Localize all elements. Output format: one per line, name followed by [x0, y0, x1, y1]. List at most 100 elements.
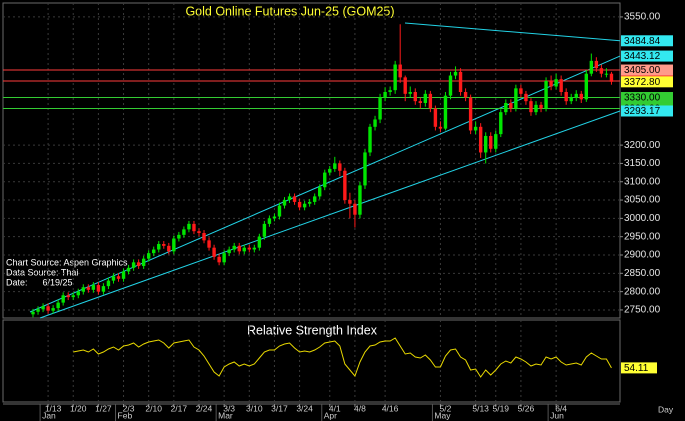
candle-body: [56, 302, 60, 309]
candle-body: [202, 233, 206, 241]
candle-body: [524, 93, 528, 102]
x-tick-label: 5/19: [492, 403, 509, 413]
trend-line: [404, 22, 621, 42]
candle-body: [111, 276, 116, 281]
candle-body: [358, 185, 362, 215]
candle-body: [182, 229, 186, 235]
candle-body: [31, 311, 35, 315]
candle-body: [71, 295, 75, 298]
candle-body: [403, 77, 407, 94]
price-tag-label: 3293.17: [624, 106, 661, 117]
candle-body: [267, 218, 272, 224]
candle-body: [51, 308, 55, 311]
price-panel: [2, 2, 621, 319]
candle-body: [86, 287, 91, 290]
x-tick-label: 2/3: [123, 403, 135, 413]
candle-body: [534, 104, 538, 113]
rsi-panel: [2, 319, 621, 403]
trend-line: [39, 110, 621, 319]
price-tag-label: 3330.00: [624, 93, 661, 104]
y-tick-label: 2850.00: [624, 268, 661, 279]
candle-body: [197, 231, 201, 234]
candle-body: [393, 64, 397, 91]
candle-body: [91, 285, 96, 290]
month-label: Mar: [218, 410, 233, 420]
candle-body: [66, 295, 70, 298]
candle-body: [101, 286, 106, 292]
candle-body: [172, 238, 176, 252]
candle-body: [539, 104, 543, 109]
candle-body: [36, 309, 40, 312]
price-tag: [621, 35, 673, 47]
candle-body: [323, 172, 327, 188]
candle-body: [604, 73, 609, 75]
candle-body: [262, 223, 267, 237]
candle-body: [609, 73, 614, 82]
candle-body: [433, 108, 438, 127]
candle-body: [152, 249, 156, 254]
candle-body: [222, 253, 226, 263]
candle-body: [368, 126, 372, 153]
candle-body: [277, 205, 282, 217]
candle-body: [81, 287, 85, 292]
candle-body: [237, 245, 241, 252]
candle-body: [162, 244, 166, 246]
candle-body: [514, 88, 518, 109]
candle-body: [398, 64, 402, 78]
candle-body: [318, 187, 322, 197]
y-tick-label: 3550.00: [624, 12, 661, 23]
candle-body: [574, 93, 578, 98]
candle-body: [544, 81, 548, 109]
candle-body: [388, 90, 392, 93]
candle-body: [383, 92, 387, 98]
x-tick-label: 4/1: [329, 403, 341, 413]
x-tick-label: 2/24: [196, 403, 213, 413]
candle-body: [312, 196, 317, 202]
price-tag: [621, 64, 673, 76]
candle-body: [41, 306, 45, 310]
x-tick-label: 4/8: [354, 403, 366, 413]
candle-body: [363, 152, 367, 186]
candle-body: [478, 126, 483, 153]
candle-body: [96, 285, 101, 292]
candle-body: [297, 201, 302, 208]
price-tag-label: 3405.00: [624, 65, 661, 76]
candle-body: [423, 93, 428, 103]
x-tick-label: 6/4: [555, 403, 567, 413]
price-tag: [621, 76, 673, 88]
x-tick-label: 1/13: [45, 403, 62, 413]
candle-body: [413, 92, 417, 102]
rsi-title: Relative Strength Index: [247, 323, 378, 337]
x-tick-label: 2/10: [145, 403, 162, 413]
candle-body: [599, 68, 604, 74]
month-label: Jan: [42, 410, 56, 420]
y-tick-label: 3150.00: [624, 158, 661, 169]
candle-body: [463, 92, 468, 98]
x-tick-label: 3/17: [271, 403, 288, 413]
price-tag: [621, 50, 673, 62]
candle-body: [333, 163, 337, 169]
candle-body: [428, 93, 433, 109]
candle-body: [504, 102, 508, 113]
candle-body: [448, 75, 453, 96]
candle-body: [569, 97, 573, 102]
candle-body: [353, 203, 357, 215]
candle-body: [307, 201, 312, 204]
candle-body: [217, 256, 221, 263]
y-tick-label: 2750.00: [624, 305, 661, 316]
candle-body: [489, 135, 493, 149]
candle-body: [458, 71, 463, 93]
candle-body: [146, 253, 151, 259]
x-tick-label: 5/13: [472, 403, 489, 413]
candle-body: [564, 92, 568, 102]
candle-body: [584, 73, 588, 100]
y-tick-label: 3050.00: [624, 195, 661, 206]
month-label: Apr: [324, 410, 337, 420]
y-tick-label: 3100.00: [624, 176, 661, 187]
x-tick-label: 3/24: [296, 403, 313, 413]
source-note: Date: 6/19/25: [6, 277, 73, 287]
candle-body: [418, 101, 423, 103]
y-tick-label: 3000.00: [624, 213, 661, 224]
candle-body: [167, 245, 171, 252]
x-tick-label: 1/20: [70, 403, 87, 413]
